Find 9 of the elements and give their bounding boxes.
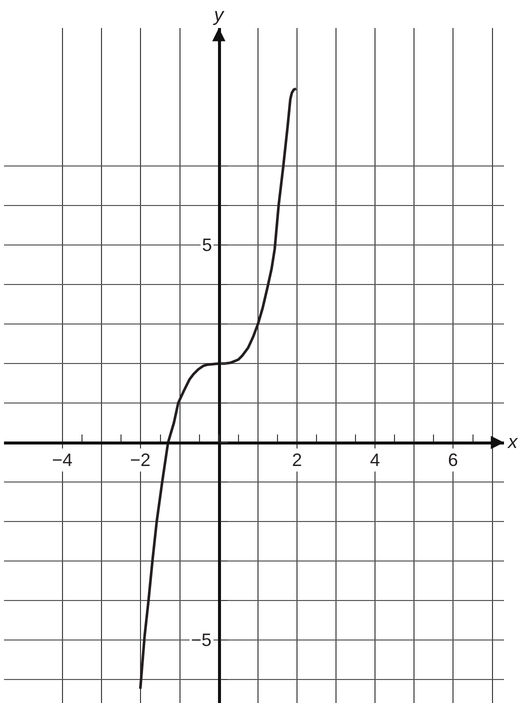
y-tick-label: −5 [191, 630, 212, 650]
x-tick-label: 6 [448, 450, 458, 470]
x-tick-label: −4 [52, 450, 73, 470]
x-tick-label: 4 [370, 450, 380, 470]
x-tick-label: −2 [130, 450, 151, 470]
y-tick-label: 5 [202, 235, 212, 255]
y-axis-title: y [212, 5, 225, 26]
x-tick-label: 2 [292, 450, 302, 470]
x-axis-title: x [507, 432, 519, 453]
